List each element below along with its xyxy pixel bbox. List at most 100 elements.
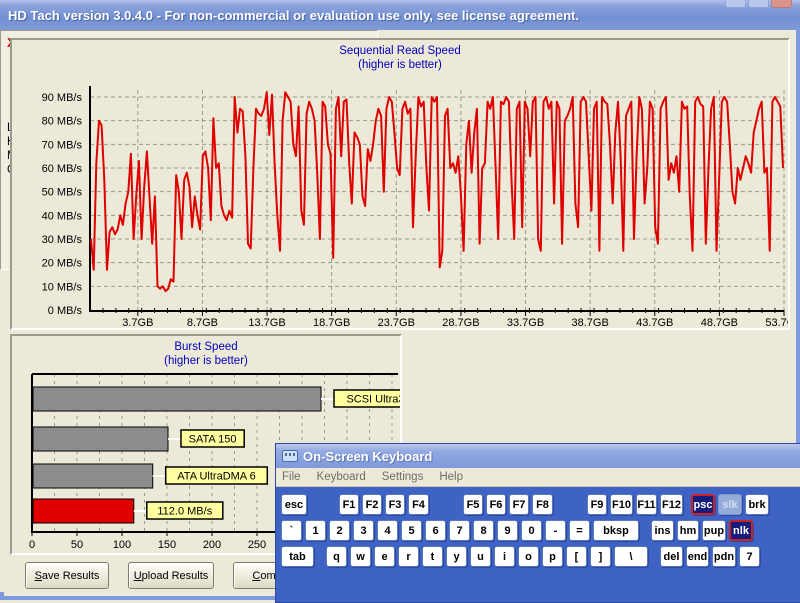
- key-f3[interactable]: F3: [385, 494, 405, 515]
- key-u[interactable]: u: [470, 546, 491, 567]
- osk-key-spacer: [310, 494, 336, 515]
- key-w[interactable]: w: [350, 546, 371, 567]
- osk-titlebar[interactable]: On-Screen Keyboard: [276, 444, 800, 468]
- svg-text:43.7GB: 43.7GB: [636, 317, 673, 328]
- key-f8[interactable]: F8: [532, 494, 553, 515]
- key-hm[interactable]: hm: [677, 520, 699, 541]
- key-backslash[interactable]: \: [614, 546, 648, 567]
- maximize-button[interactable]: [748, 0, 769, 8]
- key-7[interactable]: 7: [449, 520, 470, 541]
- osk-key-spacer: [317, 546, 323, 567]
- key-8[interactable]: 8: [473, 520, 494, 541]
- key-nlk[interactable]: nlk: [729, 520, 753, 541]
- key-5[interactable]: 5: [401, 520, 422, 541]
- key-4[interactable]: 4: [377, 520, 398, 541]
- svg-text:70 MB/s: 70 MB/s: [42, 139, 83, 151]
- key-q[interactable]: q: [326, 546, 347, 567]
- hdtach-titlebar[interactable]: HD Tach version 3.0.4.0 - For non-commer…: [0, 0, 800, 30]
- svg-text:250: 250: [248, 539, 266, 551]
- key-0[interactable]: 0: [521, 520, 542, 541]
- svg-text:3.7GB: 3.7GB: [122, 317, 153, 328]
- key-f12[interactable]: F12: [660, 494, 683, 515]
- key-pup[interactable]: pup: [702, 520, 726, 541]
- svg-text:28.7GB: 28.7GB: [442, 317, 479, 328]
- osk-key-spacer: [556, 494, 584, 515]
- key-psc[interactable]: psc: [691, 494, 715, 515]
- key-bksp[interactable]: bksp: [593, 520, 639, 541]
- svg-text:30 MB/s: 30 MB/s: [42, 234, 83, 246]
- key-f10[interactable]: F10: [610, 494, 633, 515]
- close-button[interactable]: [771, 0, 792, 8]
- seq-chart-title: Sequential Read Speed (higher is better): [339, 45, 461, 71]
- key-3[interactable]: 3: [353, 520, 374, 541]
- key-ins[interactable]: ins: [651, 520, 674, 541]
- key-9[interactable]: 9: [497, 520, 518, 541]
- key-slk[interactable]: slk: [718, 494, 742, 515]
- svg-text:90 MB/s: 90 MB/s: [42, 92, 83, 104]
- key-f5[interactable]: F5: [463, 494, 483, 515]
- key-tab[interactable]: tab: [281, 546, 314, 567]
- key-7[interactable]: 7: [739, 546, 760, 567]
- key-esc[interactable]: esc: [281, 494, 307, 515]
- key-f6[interactable]: F6: [486, 494, 506, 515]
- key-o[interactable]: o: [518, 546, 539, 567]
- key-lbracket[interactable]: [: [566, 546, 587, 567]
- svg-text:80 MB/s: 80 MB/s: [42, 116, 83, 128]
- key-backtick[interactable]: `: [281, 520, 302, 541]
- key-6[interactable]: 6: [425, 520, 446, 541]
- key-end[interactable]: end: [686, 546, 709, 567]
- svg-text:0: 0: [29, 539, 35, 551]
- keyboard-icon: [282, 450, 298, 462]
- key-y[interactable]: y: [446, 546, 467, 567]
- svg-text:18.7GB: 18.7GB: [313, 317, 350, 328]
- svg-text:60 MB/s: 60 MB/s: [42, 163, 83, 175]
- save-results-button[interactable]: Save Results: [25, 562, 109, 589]
- key-2[interactable]: 2: [329, 520, 350, 541]
- osk-key-spacer: [686, 494, 688, 515]
- key-f7[interactable]: F7: [509, 494, 529, 515]
- svg-text:8.7GB: 8.7GB: [187, 317, 218, 328]
- osk-menubar: File Keyboard Settings Help: [276, 468, 800, 487]
- svg-text:ATA UltraDMA 6: ATA UltraDMA 6: [177, 471, 255, 483]
- window-title: HD Tach version 3.0.4.0 - For non-commer…: [8, 7, 579, 23]
- osk-row-3: tab q w e r t y u i o p[] \ del end pdn 7: [281, 546, 800, 567]
- svg-text:200: 200: [203, 539, 221, 551]
- key-f1[interactable]: F1: [339, 494, 359, 515]
- osk-menu-file[interactable]: File: [282, 471, 301, 483]
- key-brk[interactable]: brk: [745, 494, 769, 515]
- key-1[interactable]: 1: [305, 520, 326, 541]
- osk-menu-settings[interactable]: Settings: [381, 471, 424, 483]
- key-r[interactable]: r: [398, 546, 419, 567]
- key-i[interactable]: i: [494, 546, 515, 567]
- svg-text:SATA 150: SATA 150: [189, 434, 237, 446]
- sequential-read-panel: Sequential Read Speed (higher is better)…: [10, 38, 790, 330]
- osk-menu-help[interactable]: Help: [439, 471, 463, 483]
- key-f11[interactable]: F11: [636, 494, 657, 515]
- key-t[interactable]: t: [422, 546, 443, 567]
- svg-text:13.7GB: 13.7GB: [248, 317, 285, 328]
- key-f4[interactable]: F4: [408, 494, 429, 515]
- key-minus[interactable]: -: [545, 520, 566, 541]
- key-f9[interactable]: F9: [587, 494, 607, 515]
- osk-window: On-Screen Keyboard File Keyboard Setting…: [275, 443, 800, 603]
- svg-text:40 MB/s: 40 MB/s: [42, 210, 83, 222]
- osk-key-area: esc F1 F2 F3 F4 F5 F6 F7 F8 F9 F10 F11 F12 psc slk brk `…: [276, 487, 800, 576]
- sequential-read-chart: 0 MB/s 10 MB/s 20 MB/s 30 MB/s 40 MB/s 50 MB/…: [42, 86, 788, 328]
- svg-text:10 MB/s: 10 MB/s: [42, 281, 83, 293]
- svg-text:112.0 MB/s: 112.0 MB/s: [157, 506, 212, 518]
- osk-key-spacer: [432, 494, 460, 515]
- upload-results-button[interactable]: Upload Results: [128, 562, 214, 589]
- key-del[interactable]: del: [660, 546, 683, 567]
- svg-text:150: 150: [158, 539, 176, 551]
- minimize-button[interactable]: [725, 0, 746, 8]
- svg-text:0 MB/s: 0 MB/s: [48, 305, 83, 317]
- osk-menu-keyboard[interactable]: Keyboard: [316, 471, 366, 483]
- key-rbracket[interactable]: ]: [590, 546, 611, 567]
- key-p[interactable]: p: [542, 546, 563, 567]
- key-f2[interactable]: F2: [362, 494, 382, 515]
- key-e[interactable]: e: [374, 546, 395, 567]
- svg-text:53.7GB: 53.7GB: [765, 317, 788, 328]
- key-equals[interactable]: =: [569, 520, 590, 541]
- osk-row-2: ` 1 2 3 4 5 6 7 8 9 0- = bksp ins hm pup nlk: [281, 520, 800, 541]
- key-pdn[interactable]: pdn: [712, 546, 736, 567]
